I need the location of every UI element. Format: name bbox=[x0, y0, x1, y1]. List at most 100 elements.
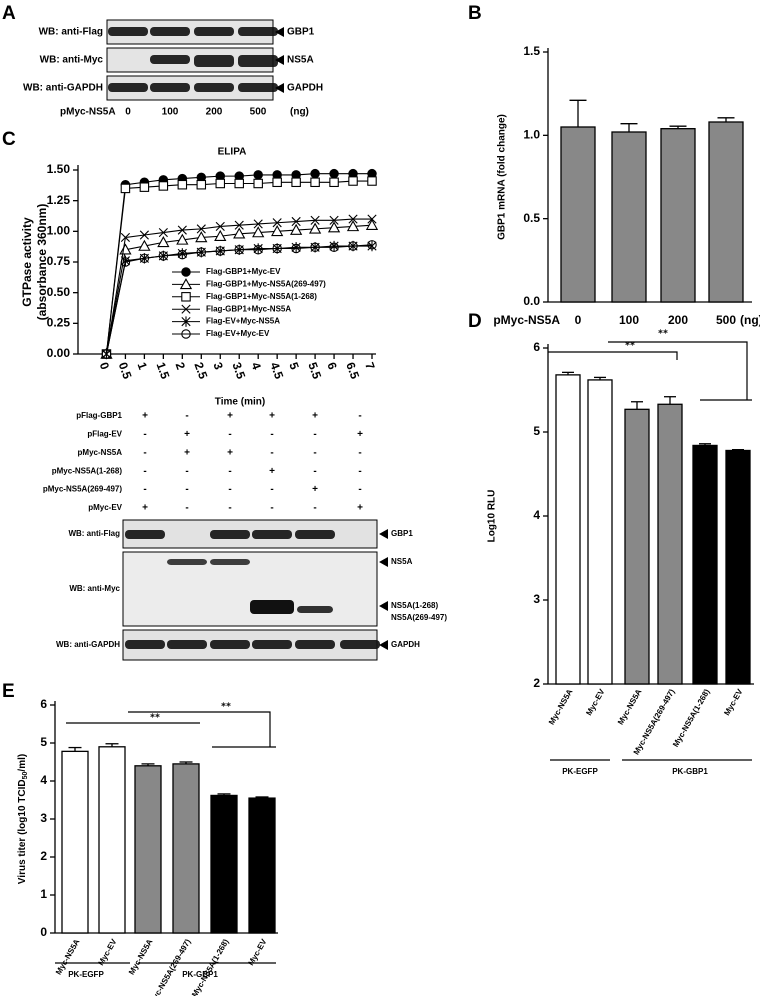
x-tick-label: 2 bbox=[173, 360, 189, 371]
target-label: NS5A bbox=[287, 55, 314, 66]
marker bbox=[120, 257, 131, 267]
marker bbox=[291, 216, 301, 227]
marker bbox=[346, 220, 360, 232]
panel-label: C bbox=[2, 129, 16, 150]
marker-shape bbox=[215, 221, 225, 232]
x-tick-label: 6.5 bbox=[343, 360, 362, 381]
marker-shape bbox=[196, 224, 206, 234]
condition-sign: - bbox=[185, 484, 188, 495]
y-tick-label: 0.25 bbox=[47, 316, 71, 330]
marker bbox=[272, 243, 282, 254]
x-tick-label: Myc-EV bbox=[584, 687, 607, 717]
condition-sign: - bbox=[358, 484, 361, 495]
x-tick-label: 500 bbox=[716, 313, 736, 327]
marker bbox=[272, 218, 282, 228]
marker-shape bbox=[310, 242, 320, 253]
error-bar bbox=[105, 743, 119, 747]
x-tick-label: 4 bbox=[248, 360, 264, 371]
marker-shape bbox=[272, 218, 282, 228]
condition-sign: - bbox=[185, 503, 188, 514]
x-tick-label: 0 bbox=[97, 360, 113, 371]
bar bbox=[692, 444, 718, 685]
condition-sign: - bbox=[228, 429, 231, 440]
condition-label: pMyc-EV bbox=[88, 503, 122, 512]
y-tick-label: 0.0 bbox=[523, 294, 540, 308]
condition-sign: - bbox=[358, 466, 361, 477]
bar bbox=[624, 408, 650, 685]
marker bbox=[272, 177, 282, 188]
error-bar bbox=[569, 99, 587, 127]
x-tick-label: 5 bbox=[286, 360, 302, 371]
marker-shape bbox=[139, 230, 149, 240]
x-tick-label: Myc-EV bbox=[722, 687, 745, 717]
condition-sign: - bbox=[185, 411, 188, 422]
x-tick-label: Myc-NS5A(1-268) bbox=[190, 937, 231, 996]
marker-shape bbox=[214, 229, 227, 241]
target-label: GBP1 bbox=[391, 529, 413, 538]
x-axis-label: pMyc-NS5A bbox=[493, 313, 560, 327]
marker bbox=[158, 251, 169, 261]
marker-shape bbox=[177, 225, 187, 235]
marker bbox=[181, 316, 191, 327]
blot-band bbox=[167, 640, 207, 649]
blot-band bbox=[150, 27, 190, 36]
condition-sign: + bbox=[227, 447, 233, 458]
marker bbox=[177, 225, 187, 235]
marker-shape bbox=[234, 178, 244, 189]
marker-shape bbox=[252, 226, 265, 238]
marker bbox=[139, 253, 150, 264]
marker bbox=[327, 221, 341, 233]
marker bbox=[310, 177, 320, 188]
blot-band bbox=[238, 83, 278, 92]
marker bbox=[310, 215, 320, 225]
arrowhead bbox=[275, 27, 284, 37]
marker-shape bbox=[272, 177, 282, 188]
series-line bbox=[105, 173, 372, 355]
target-label: GAPDH bbox=[287, 83, 323, 94]
x-tick-label: 6 bbox=[324, 360, 340, 371]
error-bar bbox=[620, 123, 638, 132]
y-tick-label: 4 bbox=[533, 508, 540, 522]
bar bbox=[210, 794, 238, 934]
condition-label: pMyc-NS5A bbox=[78, 448, 123, 457]
marker bbox=[138, 239, 151, 251]
marker-shape bbox=[329, 177, 339, 188]
target-label: GBP1 bbox=[287, 27, 315, 38]
condition-sign: + bbox=[227, 411, 233, 422]
error-bar bbox=[562, 371, 574, 375]
condition-sign: - bbox=[143, 466, 146, 477]
blot-band bbox=[108, 83, 148, 92]
y-axis-label-part: 50 bbox=[22, 771, 29, 779]
blot-band bbox=[295, 530, 335, 539]
marker bbox=[348, 214, 358, 224]
error-bar bbox=[717, 117, 735, 122]
marker bbox=[253, 219, 263, 229]
condition-label: pMyc-NS5A bbox=[60, 107, 116, 118]
target-label: NS5A(269-497) bbox=[391, 613, 447, 622]
significance-bracket bbox=[608, 341, 748, 400]
marker bbox=[195, 231, 208, 243]
y-tick-label: 3 bbox=[533, 592, 540, 606]
marker-shape bbox=[367, 240, 377, 250]
legend-label: Flag-GBP1+Myc-NS5A bbox=[206, 304, 291, 313]
x-tick-label: 100 bbox=[619, 313, 639, 327]
x-tick-label: 4.5 bbox=[267, 360, 286, 381]
marker bbox=[181, 292, 191, 302]
condition-sign: + bbox=[357, 429, 363, 440]
marker-shape bbox=[157, 236, 170, 248]
blot-band bbox=[295, 640, 335, 649]
y-tick-label: 0.00 bbox=[47, 346, 71, 360]
blot-band bbox=[150, 55, 190, 64]
marker bbox=[139, 230, 149, 240]
condition-sign: - bbox=[270, 447, 273, 458]
bar bbox=[248, 797, 276, 934]
group-label: PK-GBP1 bbox=[672, 767, 708, 776]
blot-band bbox=[194, 27, 234, 36]
marker bbox=[181, 304, 191, 314]
arrowhead bbox=[379, 601, 388, 611]
marker-shape bbox=[233, 227, 246, 239]
marker bbox=[234, 244, 244, 255]
y-tick-label: 2 bbox=[533, 676, 540, 690]
blot-band bbox=[125, 640, 165, 649]
significance-bracket bbox=[128, 711, 271, 747]
